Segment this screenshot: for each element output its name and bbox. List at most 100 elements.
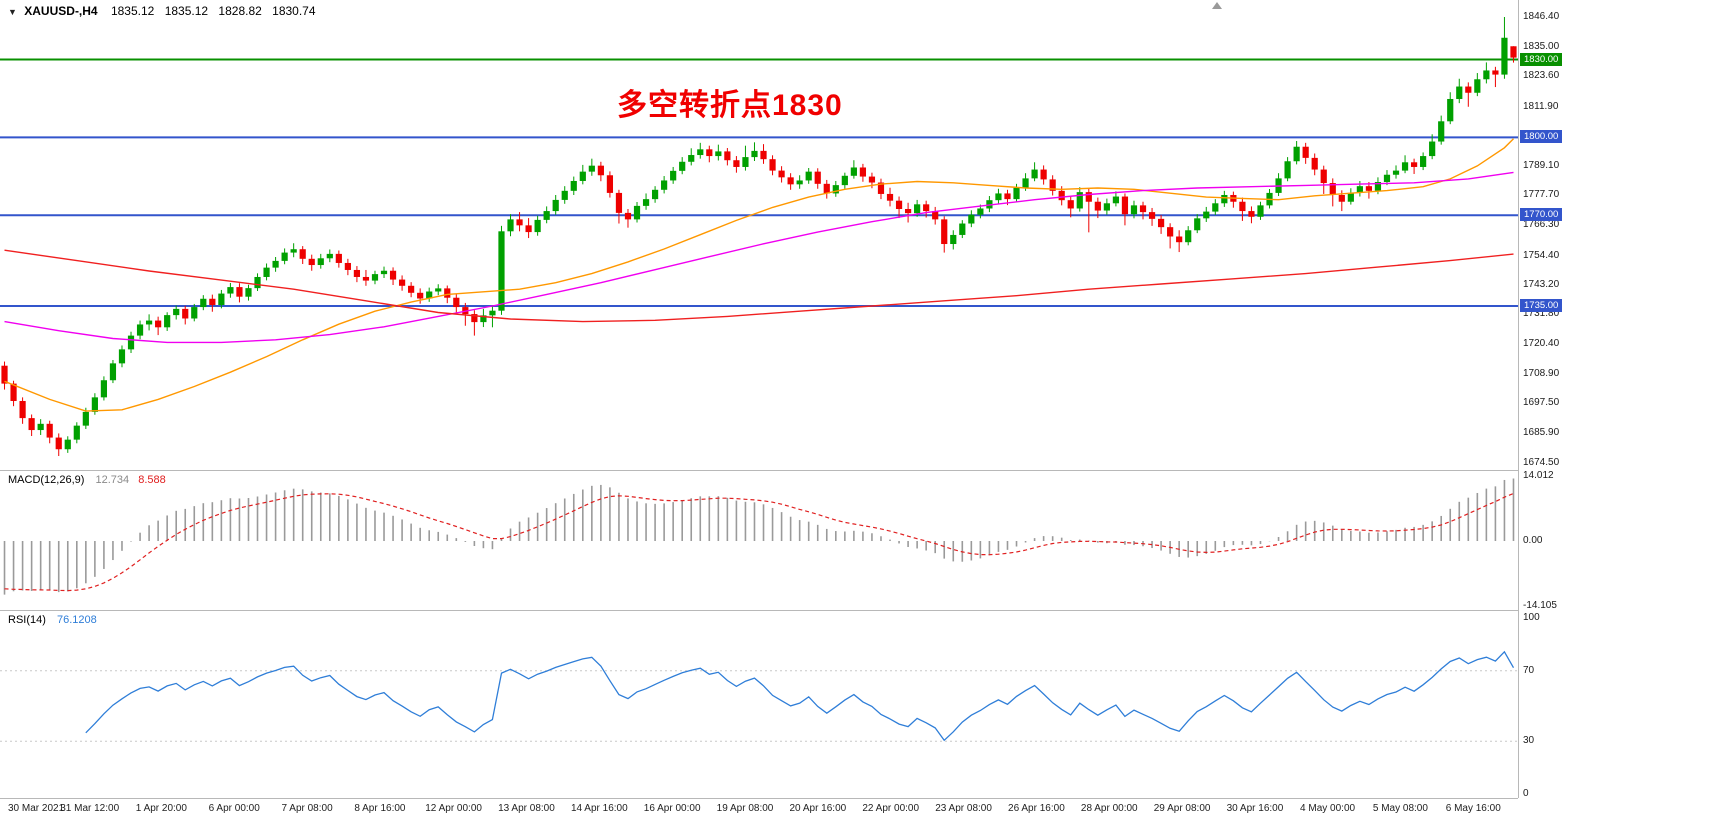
candle-body [642,199,650,206]
candle-body [1139,205,1147,213]
candle-body [661,180,668,190]
candle-body [1338,194,1345,202]
fast-ma-orange [4,138,1514,412]
candle-body [760,150,767,160]
time-axis-label: 16 Apr 00:00 [643,803,701,814]
candle-body [46,423,53,438]
macd-indicator-title: MACD(12,26,9) 12.734 8.588 [8,474,166,486]
symbol-dropdown-icon[interactable]: ▼ [8,7,17,17]
candle-body [1374,182,1382,191]
time-axis-label: 6 May 16:00 [1445,803,1501,814]
candle-body [1022,178,1029,188]
candle-body [1112,196,1120,204]
candle-body [444,288,451,298]
candle-body [525,225,532,233]
price-axis-label: 1835.00 [1523,40,1560,52]
candle-body [977,208,984,215]
candle-body [859,167,867,177]
candle-body [1076,192,1083,209]
candle-body [715,151,722,157]
time-axis-label: 1 Apr 20:00 [135,803,187,814]
candle-body [55,437,62,450]
time-axis-label: 5 May 08:00 [1372,803,1428,814]
candle-body [597,165,604,176]
candle-body [1483,70,1490,80]
candle-body [606,175,614,193]
price-axis-label: 1720.40 [1523,337,1560,349]
candle-body [1410,162,1418,167]
price-axis-label: 1811.90 [1523,100,1559,112]
time-axis-label: 30 Mar 2021 [8,803,65,814]
candle-body [995,193,1002,201]
candle-body [923,204,930,212]
candle-body [1130,205,1138,215]
candle-body [19,400,26,419]
candle-body [471,314,478,323]
annotation-text[interactable]: 多空转折点1830 [617,89,843,122]
rsi-label: RSI(14) [8,614,46,626]
mid-ma-magenta [4,171,1514,344]
candle-body [426,291,433,299]
candle-body [344,262,351,270]
chart-shift-marker-icon[interactable] [1212,2,1222,9]
candle-body [1465,86,1472,93]
candle-body [1176,236,1183,243]
macd-scale-label: 14.012 [1523,470,1554,481]
candle-body [1401,162,1409,171]
candle-body [209,298,216,305]
rsi-panel-separator[interactable] [0,610,1518,611]
time-axis-label: 8 Apr 16:00 [354,803,406,814]
candle-body [588,165,595,172]
candle-body [823,183,830,194]
candle-body [552,199,559,212]
candle-body [959,223,966,235]
candle-body [82,411,89,426]
price-scale-separator[interactable] [1518,0,1519,798]
price-axis-label: 1766.30 [1523,218,1560,230]
candle-body [1302,146,1309,158]
slow-ma-red [4,249,1514,323]
candle-body [1121,196,1129,215]
price-axis-label: 1789.10 [1523,159,1560,171]
candle-body [1194,218,1201,231]
candle-body [679,161,686,171]
candle-body [805,171,812,181]
candle-body [769,159,776,171]
candle-body [1148,212,1156,219]
candle-body [1438,121,1445,142]
candle-body [733,160,740,167]
candle-body [1329,183,1336,195]
price-line-badge: 1735.00 [1520,299,1563,313]
price-axis-label: 1846.40 [1523,11,1560,22]
candle-body [389,270,397,280]
candle-body [1,365,8,384]
candle-body [868,176,876,183]
candle-body [1058,190,1065,201]
candle-body [489,310,496,316]
rsi-line [85,650,1515,742]
candle-body [100,380,108,398]
candle-body [263,267,270,277]
candle-body [37,423,44,431]
price-line-badge: 1830.00 [1520,52,1563,66]
macd-panel-separator[interactable] [0,470,1518,471]
macd-main-value: 12.734 [95,474,130,486]
candle-body [1257,205,1264,217]
candle-body [182,308,189,319]
candle-body [516,219,523,226]
candle-body [480,315,487,323]
candle-body [127,335,135,350]
candle-body [254,276,261,289]
candle-body [624,212,632,220]
close-value: 1830.74 [272,4,316,18]
candle-body [380,270,388,275]
candle-body [236,287,243,297]
rsi-scale-label: 70 [1523,664,1535,676]
candle-body [1031,169,1038,179]
low-value: 1828.82 [218,4,262,18]
candle-body [353,269,361,277]
rsi-scale-label: 100 [1523,612,1540,623]
candle-body [1347,192,1354,202]
candle-body [299,249,306,259]
